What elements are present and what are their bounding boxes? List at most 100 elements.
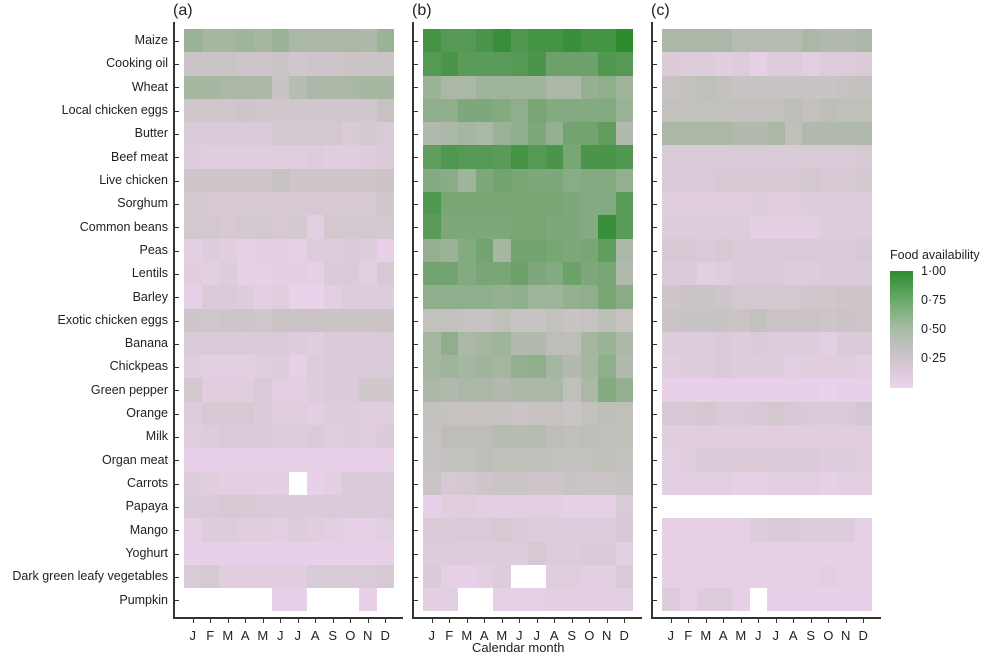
heatmap-cell (510, 308, 528, 332)
heatmap-cell (837, 29, 855, 53)
heatmap-cell (545, 518, 563, 542)
heatmap-cell (854, 331, 872, 356)
heatmap-cell (493, 29, 511, 53)
month-label: J (516, 628, 523, 643)
heatmap-cell (510, 331, 528, 356)
heatmap-cell (423, 378, 441, 402)
heatmap-cell (236, 518, 254, 542)
heatmap-cell (545, 192, 563, 216)
heatmap-cell (219, 192, 237, 216)
y-tick (414, 157, 418, 159)
heatmap-cell (528, 238, 546, 262)
month-label: M (700, 628, 712, 643)
y-tick (414, 437, 418, 439)
y-tick (653, 203, 657, 205)
heatmap-cell (598, 98, 616, 123)
heatmap-cell (732, 518, 750, 542)
heatmap-cell (493, 448, 511, 472)
heatmap-cell (475, 145, 493, 169)
heatmap-cell (219, 378, 237, 402)
heatmap-cell (563, 29, 581, 53)
heatmap-cell (580, 588, 598, 612)
heatmap-cell (749, 192, 767, 216)
heatmap-cell (784, 215, 802, 239)
heatmap-cell (376, 378, 394, 402)
heatmap-cell (359, 355, 377, 379)
heatmap-cell (802, 518, 820, 542)
y-tick (175, 180, 179, 182)
heatmap-cell (802, 308, 820, 332)
heatmap-cell (714, 564, 732, 589)
row-label: Chickpeas (109, 359, 168, 374)
heatmap-cell (615, 98, 633, 123)
heatmap-cell (458, 215, 476, 239)
heatmap-cell (440, 425, 458, 449)
heatmap-cell (341, 378, 359, 402)
heatmap-cell (219, 238, 237, 262)
heatmap-cell (598, 52, 616, 76)
heatmap-cell (802, 355, 820, 379)
row-label: Local chicken eggs (61, 102, 168, 117)
heatmap-cell (440, 448, 458, 472)
heatmap-cell (802, 261, 820, 286)
heatmap-cell (697, 238, 715, 262)
heatmap-cell (819, 425, 837, 449)
heatmap-cell (837, 98, 855, 123)
heatmap-cell (201, 145, 219, 169)
heatmap-cell (271, 52, 289, 76)
heatmap-cell (423, 168, 441, 193)
heatmap-cell (440, 541, 458, 565)
y-tick (175, 40, 179, 42)
row-label: Barley (132, 289, 168, 304)
heatmap-cell (732, 98, 750, 123)
heatmap-cell (854, 75, 872, 99)
heatmap-cell (324, 588, 342, 612)
heatmap-cell (341, 285, 359, 309)
heatmap-cell (697, 215, 715, 239)
y-tick (653, 227, 657, 229)
heatmap-cell (819, 518, 837, 542)
heatmap-cell (254, 494, 272, 519)
heatmap-cell (697, 122, 715, 146)
heatmap-cell (359, 75, 377, 99)
heatmap-cell (749, 308, 767, 332)
heatmap-cell (359, 238, 377, 262)
heatmap-cell (341, 145, 359, 169)
heatmap-cell (749, 145, 767, 169)
heatmap-cell (784, 448, 802, 472)
heatmap-cell (545, 285, 563, 309)
heatmap-cell (359, 331, 377, 356)
heatmap-cell (359, 541, 377, 565)
heatmap-cell (563, 261, 581, 286)
heatmap-cell (854, 238, 872, 262)
heatmap-cell (615, 285, 633, 309)
heatmap-cell (545, 308, 563, 332)
heatmap-cell (289, 564, 307, 589)
heatmap-cell (341, 215, 359, 239)
heatmap-cell (697, 75, 715, 99)
heatmap-cell (714, 168, 732, 193)
heatmap-cell (493, 75, 511, 99)
heatmap-cell (784, 98, 802, 123)
month-label: D (858, 628, 868, 643)
heatmap-cell (236, 471, 254, 495)
heatmap-cell (271, 285, 289, 309)
heatmap-cell (236, 588, 254, 612)
heatmap-cell (201, 285, 219, 309)
heatmap-cell (475, 518, 493, 542)
heatmap-cell (528, 425, 546, 449)
heatmap-cell (306, 588, 324, 612)
heatmap-cell (615, 588, 633, 612)
heatmap-cell (493, 331, 511, 356)
heatmap-cell (545, 215, 563, 239)
heatmap-cell (837, 564, 855, 589)
heatmap-cell (184, 145, 202, 169)
heatmap-cell (563, 378, 581, 402)
heatmap-cell (598, 215, 616, 239)
heatmap-cell (662, 238, 680, 262)
heatmap-cell (475, 238, 493, 262)
heatmap-cell (662, 75, 680, 99)
heatmap-cell (767, 564, 785, 589)
heatmap-cell (819, 122, 837, 146)
heatmap-cell (767, 425, 785, 449)
